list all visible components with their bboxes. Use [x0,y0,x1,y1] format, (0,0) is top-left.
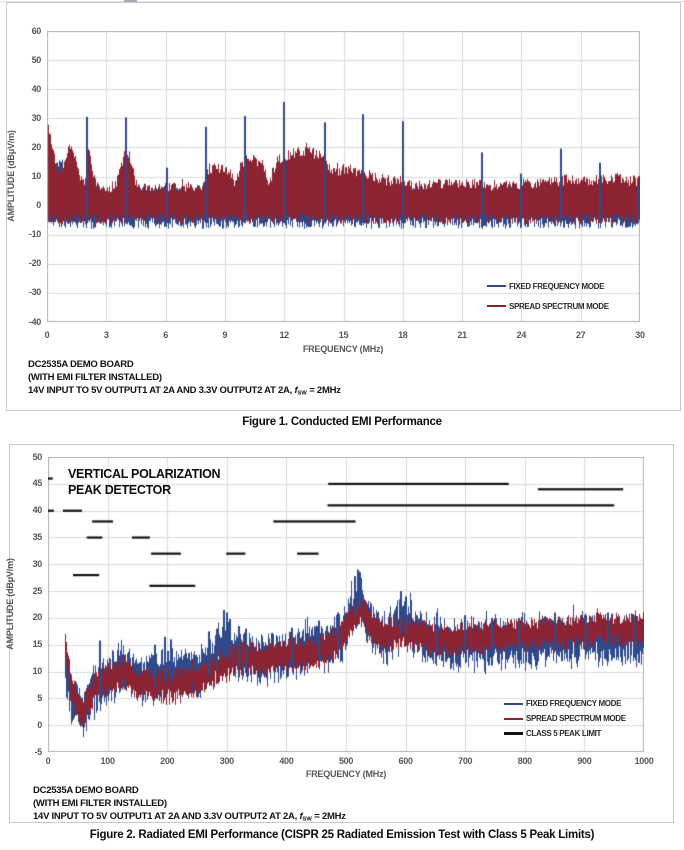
legend-row: FIXED FREQUENCY MODE [487,276,609,296]
x-tick-label: 0 [44,330,50,340]
x-tick-label: 12 [279,330,289,340]
legend-label: SPREAD SPECTRUM MODE [509,301,609,311]
x-tick-label: 21 [457,330,467,340]
x-tick-label: 100 [100,756,115,766]
note-line: DC2535A DEMO BOARD [33,785,139,796]
y-tick-label: -30 [28,287,41,298]
x-tick-label: 500 [338,756,354,766]
note-text-part: 14V INPUT TO 5V OUTPUT1 AT 2A AND 3.3V O… [33,811,300,822]
y-tick-label: -5 [34,746,43,757]
y-tick-label: 10 [32,666,43,677]
note-line: DC2535A DEMO BOARD [28,359,134,370]
y-tick-label: -10 [28,229,41,240]
note-text-part: SW [302,816,312,823]
x-tick-label: 300 [219,756,234,766]
y-tick-label: 30 [31,112,42,123]
x-tick-label: 200 [160,756,175,766]
y-tick-label: 35 [32,531,43,542]
x-tick-label: 900 [577,756,592,766]
figure2-legend: FIXED FREQUENCY MODE SPREAD SPECTRUM MODE… [504,696,626,741]
legend-line-swatch [504,702,523,705]
legend-row: SPREAD SPECTRUM MODE [504,711,626,726]
note-line: (WITH EMI FILTER INSTALLED) [33,798,167,809]
x-tick-label: 27 [575,330,586,340]
figure1-x-axis-title: FREQUENCY (MHz) [302,344,384,354]
x-tick-label: 30 [635,330,645,340]
legend-label: FIXED FREQUENCY MODE [509,281,605,291]
legend-label: CLASS 5 PEAK LIMIT [526,729,602,738]
legend-label: FIXED FREQUENCY MODE [526,699,622,708]
x-tick-label: 3 [103,330,109,340]
y-tick-label: 25 [32,585,43,596]
y-tick-label: 60 [31,25,42,36]
x-tick-label: 700 [458,756,473,766]
page-crop-artifact-line [0,1,684,2]
y-tick-label: -20 [28,258,41,269]
x-tick-label: 24 [516,330,527,340]
note-text-part: f [294,385,298,396]
figure2-annotation: VERTICAL POLARIZATION PEAK DETECTOR [68,466,221,498]
y-tick-label: 45 [32,478,43,489]
figure1-caption: Figure 1. Conducted EMI Performance [242,416,442,428]
figure2-plot-canvas [48,457,644,752]
y-tick-label: 0 [36,200,41,211]
note-line-conditions: 14V INPUT TO 5V OUTPUT1 AT 2A AND 3.3V O… [33,810,346,827]
note-text-part: = 2MHz [311,811,346,822]
note-line-conditions: 14V INPUT TO 5V OUTPUT1 AT 2A AND 3.3V O… [28,384,341,401]
note-text-part: 14V INPUT TO 5V OUTPUT1 AT 2A AND 3.3V O… [28,385,295,396]
y-tick-label: 15 [32,639,43,650]
y-tick-label: 50 [31,54,42,65]
legend-line-swatch [487,305,506,307]
x-tick-label: 18 [398,330,408,340]
y-tick-label: 50 [32,451,43,462]
y-tick-label: 0 [37,719,42,730]
figure2-annotation-line1: VERTICAL POLARIZATION [68,467,221,481]
note-text-part: SW [297,390,307,397]
figure1-notes: DC2535A DEMO BOARD (WITH EMI FILTER INSTA… [28,358,341,401]
figure2-annotation-line2: PEAK DETECTOR [68,483,171,497]
figure2-notes: DC2535A DEMO BOARD (WITH EMI FILTER INSTA… [33,784,346,827]
note-text-part: f [299,811,303,822]
legend-row: SPREAD SPECTRUM MODE [487,296,609,316]
legend-line-swatch [504,717,523,720]
x-tick-label: 0 [45,756,51,766]
x-tick-label: 800 [517,756,532,766]
note-line: (WITH EMI FILTER INSTALLED) [28,372,162,383]
page-crop-artifact-text-fragment [124,0,137,3]
y-tick-label: 5 [37,692,42,703]
legend-label: SPREAD SPECTRUM MODE [526,714,626,723]
figure2-x-axis-title: FREQUENCY (MHz) [305,769,387,779]
legend-line-swatch [504,732,523,735]
y-tick-label: 20 [32,612,43,623]
legend-row: CLASS 5 PEAK LIMIT [504,726,626,741]
x-tick-label: 600 [398,756,413,766]
y-tick-label: 40 [31,83,42,94]
x-tick-label: 1000 [634,756,654,766]
y-tick-label: 40 [32,505,43,516]
y-tick-label: 10 [31,171,42,181]
x-tick-label: 9 [222,330,228,340]
y-tick-label: -40 [28,316,41,327]
y-tick-label: 30 [32,558,43,569]
x-tick-label: 15 [338,330,349,340]
legend-row: FIXED FREQUENCY MODE [504,696,626,711]
y-tick-label: 20 [31,141,42,152]
figure1-legend: FIXED FREQUENCY MODE SPREAD SPECTRUM MODE [487,276,609,316]
figure2-caption: Figure 2. Radiated EMI Performance (CISP… [89,829,595,841]
figure1-plot-canvas [47,31,640,322]
note-text-part: = 2MHz [306,385,341,396]
x-tick-label: 400 [279,756,294,766]
x-tick-label: 6 [163,330,168,340]
legend-line-swatch [487,285,506,287]
